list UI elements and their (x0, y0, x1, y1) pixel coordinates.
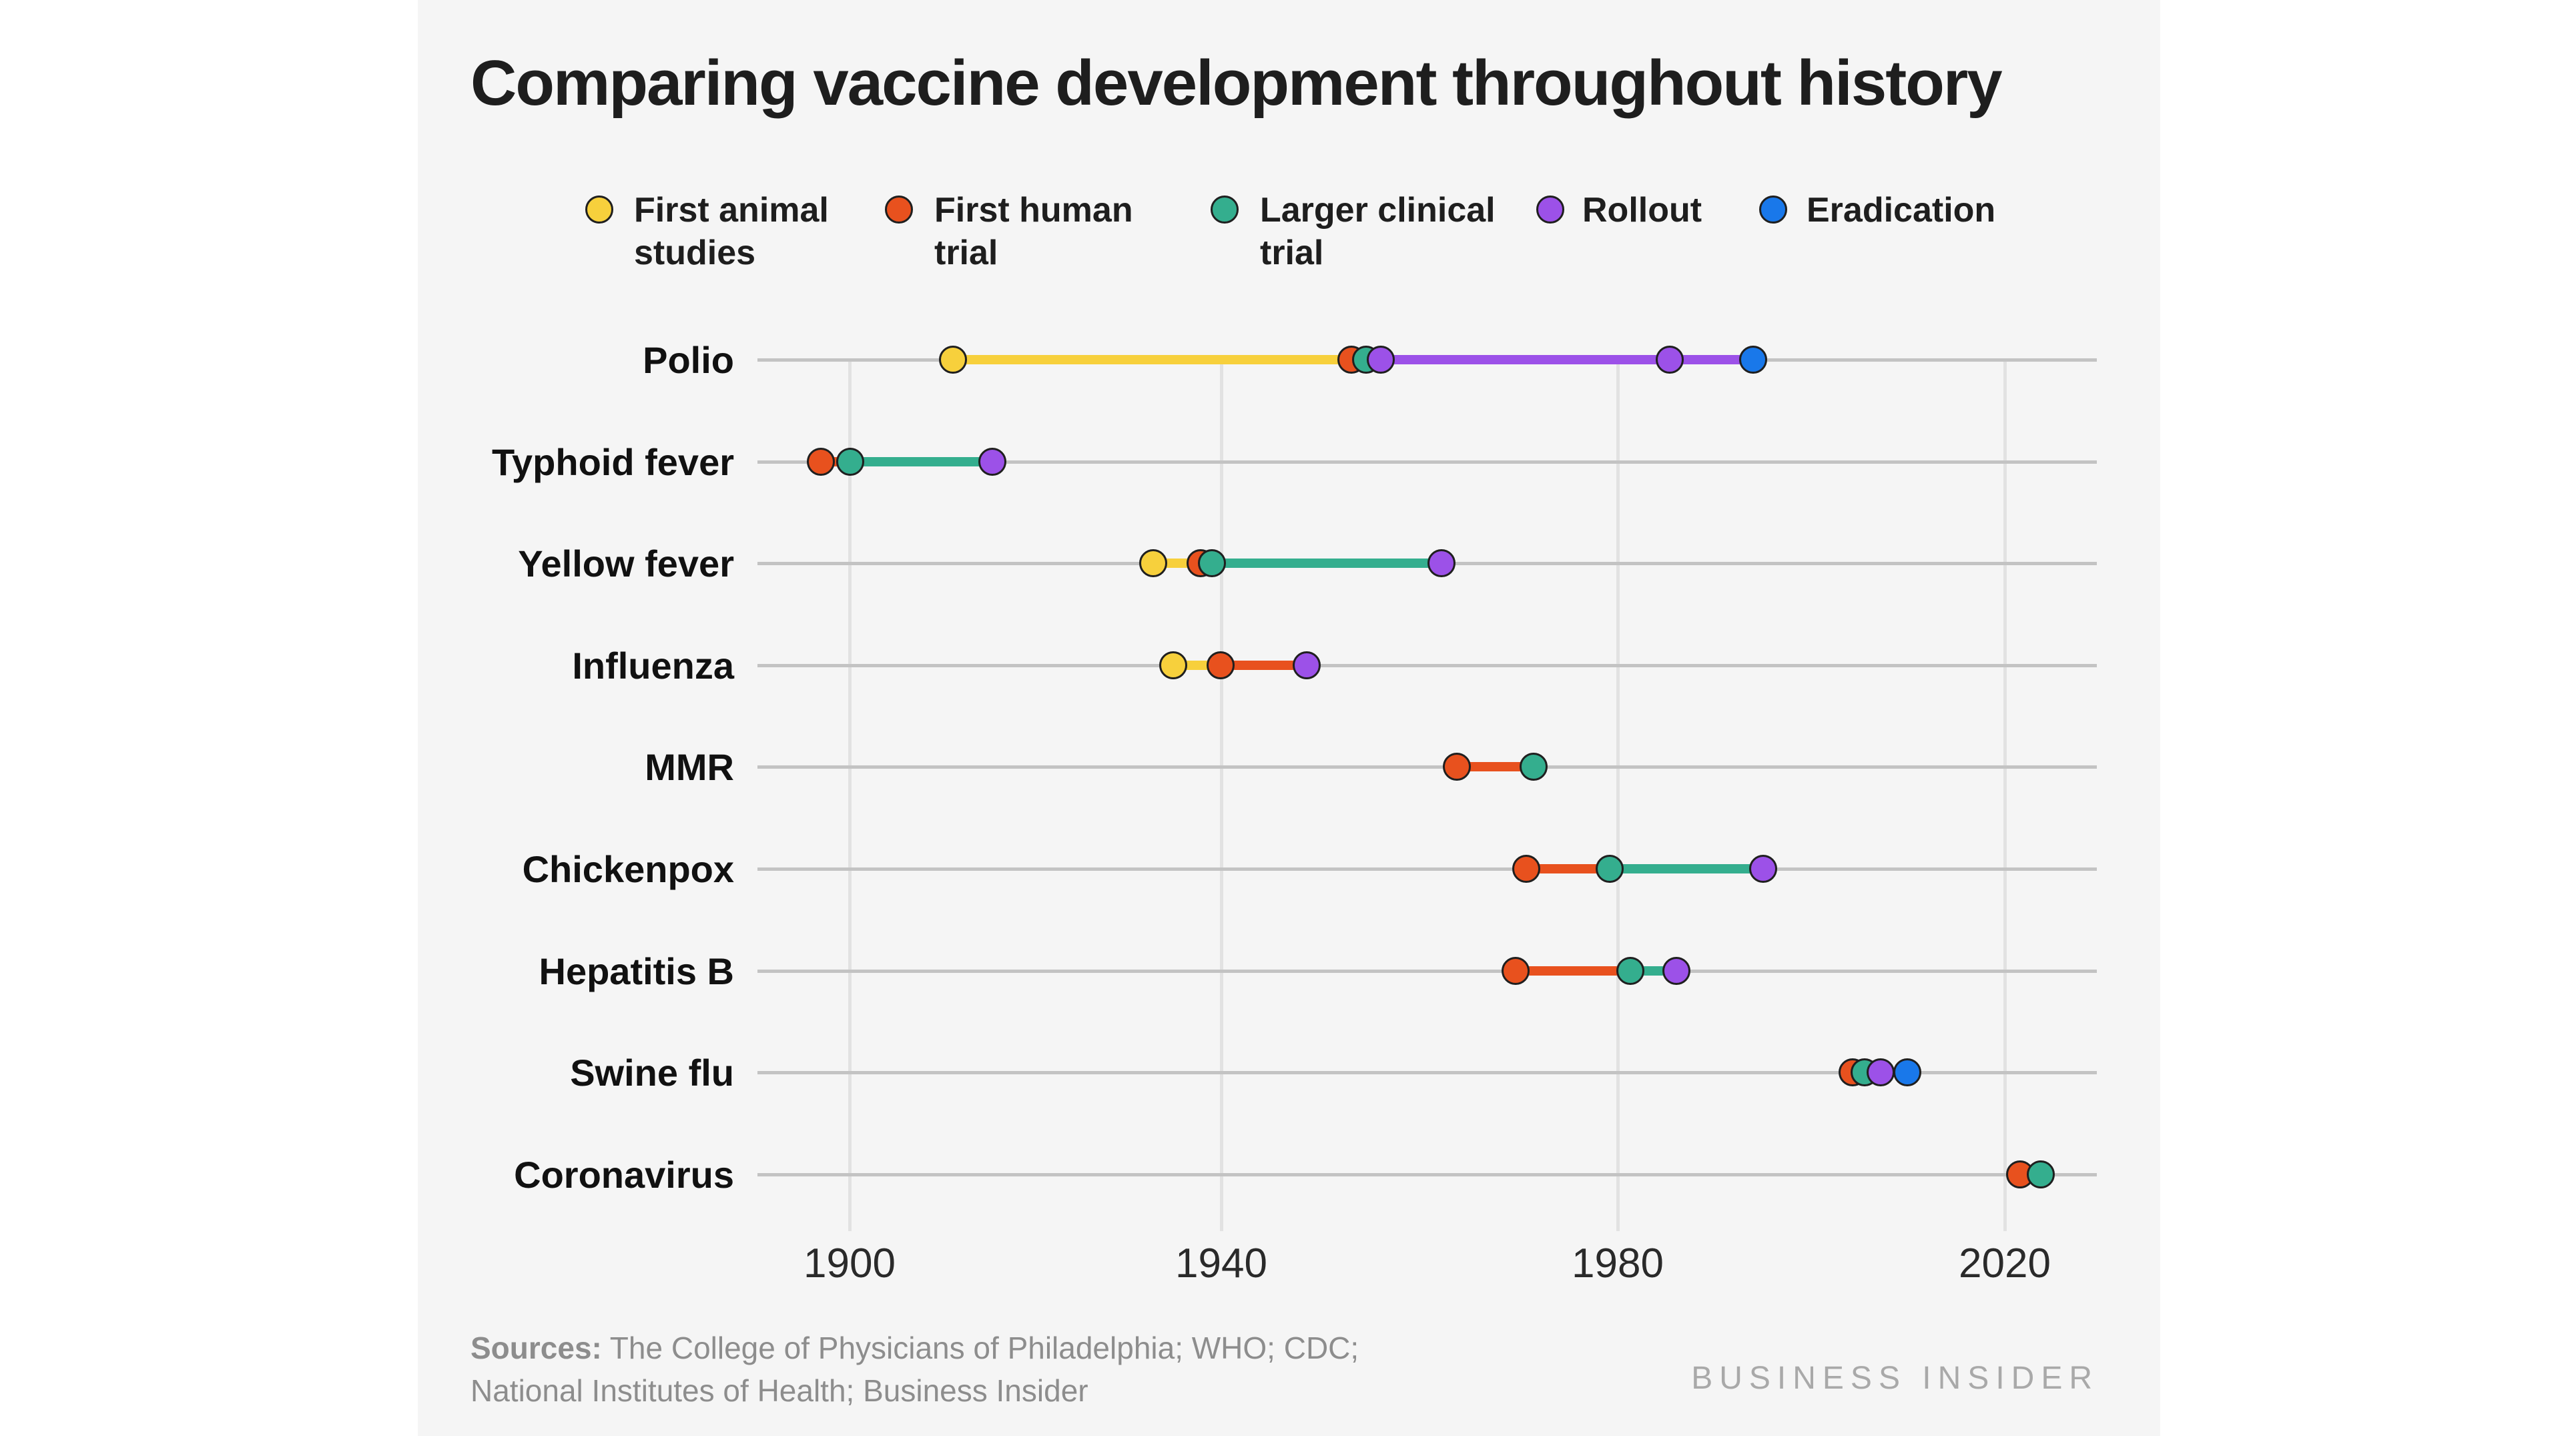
legend-label-line: trial (1260, 234, 1324, 272)
dot-typhoid-fever-larger-clinical-trial (836, 448, 865, 476)
legend-larger-clinical-trial-icon (1211, 196, 1239, 224)
sources-line1: Sources: The College of Physicians of Ph… (470, 1327, 1359, 1369)
dot-chickenpox-first-human-trial (1512, 855, 1541, 883)
dot-coronavirus-larger-clinical-trial (2026, 1160, 2055, 1188)
row-baseline (757, 1173, 2097, 1176)
row-baseline (757, 460, 2097, 464)
row-baseline (757, 1071, 2097, 1074)
segment-larger-clinical-trial (850, 457, 993, 466)
dot-polio-first-animal-studies (938, 346, 967, 374)
dot-influenza-rollout (1292, 651, 1321, 679)
dot-polio-rollout (1367, 346, 1395, 374)
row-label-hepatitis-b: Hepatitis B (539, 950, 735, 992)
legend-label-line: Larger clinical (1260, 191, 1496, 230)
dot-polio-eradication (1739, 346, 1767, 374)
legend-label-line: Rollout (1582, 191, 1702, 230)
dot-yellow-fever-rollout (1427, 549, 1456, 577)
segment-first-human-trial (1516, 966, 1630, 976)
row-label-mmr: MMR (645, 745, 734, 788)
legend-label: Rollout (1582, 189, 1702, 232)
legend-label-line: trial (934, 234, 998, 272)
dot-mmr-first-human-trial (1443, 753, 1472, 781)
axis-tick-1940: 1940 (1175, 1240, 1267, 1287)
sources-label: Sources: (470, 1331, 602, 1365)
dot-yellow-fever-first-animal-studies (1139, 549, 1168, 577)
segment-first-human-trial (1220, 661, 1307, 670)
legend-label-line: First human (934, 191, 1133, 230)
dot-typhoid-fever-first-human-trial (806, 448, 835, 476)
legend-label: Larger clinical trial (1260, 189, 1496, 274)
chart-panel (418, 0, 2160, 1436)
gridline-2020 (2003, 360, 2007, 1231)
legend-label-line: Eradication (1807, 191, 1996, 230)
row-label-influenza: Influenza (572, 644, 734, 687)
legend-label: First human trial (934, 189, 1133, 274)
dot-hepatitis-b-first-human-trial (1502, 957, 1530, 985)
row-label-typhoid-fever: Typhoid fever (491, 440, 734, 483)
legend-label: First animal studies (634, 189, 829, 274)
gridline-1940 (1220, 360, 1223, 1231)
axis-tick-1900: 1900 (803, 1240, 896, 1287)
dot-yellow-fever-larger-clinical-trial (1198, 549, 1227, 577)
legend-label-line: First animal (634, 191, 829, 230)
row-label-coronavirus: Coronavirus (514, 1153, 734, 1196)
dot-influenza-first-animal-studies (1159, 651, 1187, 679)
axis-tick-2020: 2020 (1959, 1240, 2051, 1287)
sources-line2: National Institutes of Health; Business … (470, 1373, 1088, 1408)
legend-rollout-icon (1536, 196, 1564, 224)
business-insider-logo: BUSINESS INSIDER (1691, 1361, 2099, 1396)
dot-chickenpox-rollout (1748, 855, 1777, 883)
legend-label: Eradication (1807, 189, 1995, 232)
dot-polio-rollout (1656, 346, 1684, 374)
segment-first-human-trial (1526, 864, 1610, 873)
dot-chickenpox-larger-clinical-trial (1596, 855, 1624, 883)
row-baseline (757, 765, 2097, 769)
row-baseline (757, 867, 2097, 871)
segment-first-human-trial (1457, 762, 1534, 771)
segment-larger-clinical-trial (1610, 864, 1763, 873)
legend-eradication-icon (1759, 196, 1787, 224)
segment-rollout (1670, 355, 1753, 364)
dot-hepatitis-b-larger-clinical-trial (1616, 957, 1644, 985)
gridline-1900 (848, 360, 852, 1231)
dot-swine-flu-rollout (1867, 1058, 1895, 1086)
row-baseline (757, 970, 2097, 973)
axis-tick-1980: 1980 (1572, 1240, 1664, 1287)
gridline-1980 (1616, 360, 1620, 1231)
row-label-yellow-fever: Yellow fever (518, 542, 734, 585)
row-label-polio: Polio (643, 338, 734, 381)
chart-title: Comparing vaccine development throughout… (470, 47, 2003, 119)
sources: Sources: The College of Physicians of Ph… (470, 1327, 1359, 1412)
sources-line1-text: The College of Physicians of Philadelphi… (601, 1331, 1359, 1365)
dot-mmr-larger-clinical-trial (1519, 753, 1548, 781)
dot-swine-flu-eradication (1893, 1058, 1921, 1086)
segment-first-animal-studies (952, 355, 1351, 364)
dot-hepatitis-b-rollout (1662, 957, 1691, 985)
row-label-chickenpox: Chickenpox (522, 847, 734, 890)
dot-typhoid-fever-rollout (978, 448, 1007, 476)
legend-label-line: studies (634, 234, 756, 272)
row-label-swine-flu: Swine flu (570, 1051, 734, 1094)
segment-larger-clinical-trial (1212, 559, 1441, 568)
segment-rollout (1381, 355, 1670, 364)
legend-first-human-trial-icon (885, 196, 913, 224)
dot-influenza-first-human-trial (1206, 651, 1235, 679)
row-baseline (757, 664, 2097, 667)
legend-first-animal-studies-icon (585, 196, 613, 224)
